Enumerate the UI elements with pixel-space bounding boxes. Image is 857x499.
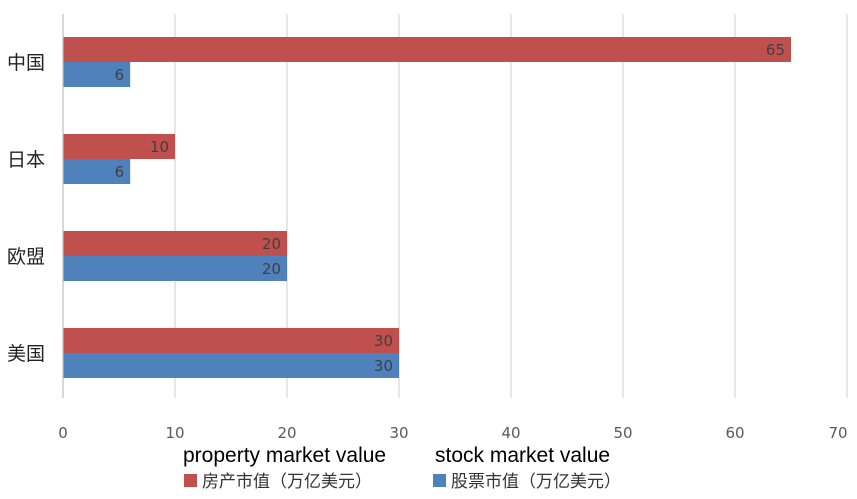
category-label-0: 中国: [7, 52, 45, 74]
gridlines: [174, 14, 848, 398]
annotation-1: stock market value: [435, 444, 610, 467]
legend-swatch-0: [184, 474, 197, 487]
annotation-0: property market value: [183, 444, 386, 467]
bar-property-2: [63, 231, 287, 256]
bar-stock-0: [63, 62, 131, 87]
data-label-property-2: 20: [262, 235, 281, 253]
category-label-3: 美国: [7, 343, 45, 365]
x-tick-60: 60: [725, 424, 744, 442]
x-tick-40: 40: [501, 424, 520, 442]
legend-swatch-1: [433, 474, 446, 487]
bar-stock-3: [63, 353, 399, 378]
annotations: property market value stock market value: [183, 444, 610, 467]
x-tick-labels: 0 10 20 30 40 50 60 70: [58, 424, 847, 442]
legend: 房产市值（万亿美元） 股票市值（万亿美元）: [184, 472, 621, 492]
bar-stock-2: [63, 256, 287, 281]
data-label-property-3: 30: [374, 332, 393, 350]
x-tick-50: 50: [613, 424, 632, 442]
bar-stock-1: [63, 159, 131, 184]
data-label-stock-0: 6: [115, 66, 125, 84]
x-tick-30: 30: [389, 424, 408, 442]
x-tick-10: 10: [165, 424, 184, 442]
data-label-property-1: 10: [150, 138, 169, 156]
data-label-stock-2: 20: [262, 260, 281, 278]
category-label-1: 日本: [7, 149, 45, 171]
bars: 65 6 10 6 20 20 30 30: [63, 37, 791, 378]
x-tick-70: 70: [828, 424, 847, 442]
data-label-stock-1: 6: [115, 163, 125, 181]
legend-label-0: 房产市值（万亿美元）: [202, 472, 372, 492]
x-tick-20: 20: [277, 424, 296, 442]
bar-property-0: [63, 37, 791, 62]
x-tick-0: 0: [58, 424, 68, 442]
legend-label-1: 股票市值（万亿美元）: [451, 472, 621, 492]
category-label-2: 欧盟: [7, 246, 45, 268]
bar-property-3: [63, 328, 399, 353]
bar-property-1: [63, 134, 175, 159]
data-label-property-0: 65: [766, 41, 785, 59]
data-label-stock-3: 30: [374, 357, 393, 375]
